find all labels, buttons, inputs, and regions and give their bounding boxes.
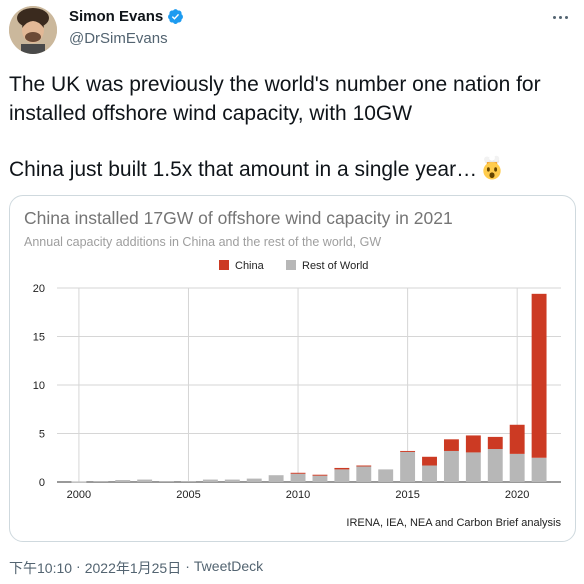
bar-rest-of-world-2010 <box>290 473 306 482</box>
tweet-text: The UK was previously the world's number… <box>9 70 575 184</box>
bar-rest-of-world-2021 <box>531 457 547 482</box>
chart-source: IRENA, IEA, NEA and Carbon Brief analysi… <box>346 517 561 529</box>
bar-rest-of-world-2018 <box>465 452 481 482</box>
bar-rest-of-world-2014 <box>378 469 394 482</box>
bar-rest-of-world-2020 <box>509 453 525 482</box>
bar-rest-of-world-2017 <box>443 450 459 482</box>
tweet-header: Simon Evans @DrSimEvans <box>0 0 584 64</box>
tweet-date[interactable]: 2022年1月25日 <box>84 560 182 576</box>
chart-title: China installed 17GW of offshore wind ca… <box>24 208 453 228</box>
chart-legend: China Rest of World <box>219 260 368 272</box>
tweet-footer: 下午10:10 · 2022年1月25日 · TweetDeck <box>9 558 263 578</box>
chart-subtitle: Annual capacity additions in China and t… <box>24 235 381 249</box>
y-tick-label: 15 <box>33 332 45 344</box>
tweet-client[interactable]: TweetDeck <box>193 558 264 574</box>
footer-separator: · <box>185 558 190 574</box>
bar-rest-of-world-2005 <box>181 481 196 482</box>
author-name[interactable]: Simon Evans <box>69 8 164 25</box>
y-tick-label: 0 <box>39 477 45 489</box>
bar-rest-of-world-2004 <box>159 481 175 482</box>
avatar[interactable] <box>9 6 57 54</box>
bar-rest-of-world-2012 <box>334 469 350 482</box>
bar-china-2017 <box>443 439 459 451</box>
tweet-timestamp[interactable]: 下午10:10 <box>9 560 73 576</box>
y-tick-label: 10 <box>33 380 45 392</box>
legend-swatch <box>286 260 296 270</box>
x-tick-label: 2005 <box>176 489 200 501</box>
chart-bars <box>71 293 547 483</box>
bar-rest-of-world-2008 <box>246 478 262 482</box>
exploding-head-emoji <box>483 155 501 180</box>
y-tick-label: 20 <box>33 283 45 295</box>
bar-rest-of-world-2015 <box>400 451 416 482</box>
bar-rest-of-world-2019 <box>487 449 503 482</box>
bar-rest-of-world-2000 <box>71 481 87 483</box>
bar-rest-of-world-2009 <box>268 475 284 482</box>
bar-china-2018 <box>465 435 481 453</box>
bar-rest-of-world-2002 <box>115 480 131 482</box>
legend-swatch <box>219 260 229 270</box>
avatar-image <box>9 6 57 54</box>
bar-china-2019 <box>487 436 503 450</box>
tweet-paragraph-2: China just built 1.5x that amount in a s… <box>9 155 575 184</box>
tweet-paragraph-text: China just built 1.5x that amount in a s… <box>9 158 478 181</box>
chart: China installed 17GW of offshore wind ca… <box>24 208 561 529</box>
tweet-paragraph: The UK was previously the world's number… <box>9 73 541 125</box>
footer-separator: · <box>76 558 81 574</box>
verified-badge-icon <box>168 9 184 24</box>
more-icon[interactable] <box>548 8 572 26</box>
bar-china-2012 <box>334 467 350 470</box>
x-tick-label: 2015 <box>395 489 419 501</box>
bar-china-2010 <box>290 472 306 474</box>
chart-card[interactable]: China installed 17GW of offshore wind ca… <box>9 195 576 542</box>
bar-china-2013 <box>356 465 372 467</box>
bar-china-2020 <box>509 424 525 454</box>
x-tick-label: 2020 <box>505 489 529 501</box>
x-tick-label: 2000 <box>67 489 91 501</box>
legend-label: China <box>235 260 265 272</box>
chart-axes: 0 5 10 15 20 2000 2005 2010 2015 2020 <box>33 283 530 501</box>
bar-rest-of-world-2016 <box>422 465 437 482</box>
author-name-row[interactable]: Simon Evans <box>69 8 184 25</box>
bar-rest-of-world-2011 <box>312 475 328 482</box>
chart-grid <box>57 287 561 483</box>
bar-china-2011 <box>312 474 328 476</box>
bar-rest-of-world-2006 <box>202 479 218 482</box>
x-tick-label: 2010 <box>286 489 310 501</box>
bar-rest-of-world-2001 <box>93 481 109 482</box>
bar-rest-of-world-2007 <box>224 479 240 482</box>
bar-china-2016 <box>422 456 437 466</box>
bar-rest-of-world-2003 <box>137 479 153 482</box>
bar-china-2021 <box>531 293 547 458</box>
y-tick-label: 5 <box>39 429 45 441</box>
bar-china-2015 <box>400 450 416 452</box>
legend-label: Rest of World <box>302 260 368 272</box>
author-handle[interactable]: @DrSimEvans <box>69 30 168 47</box>
bar-rest-of-world-2013 <box>356 466 372 482</box>
